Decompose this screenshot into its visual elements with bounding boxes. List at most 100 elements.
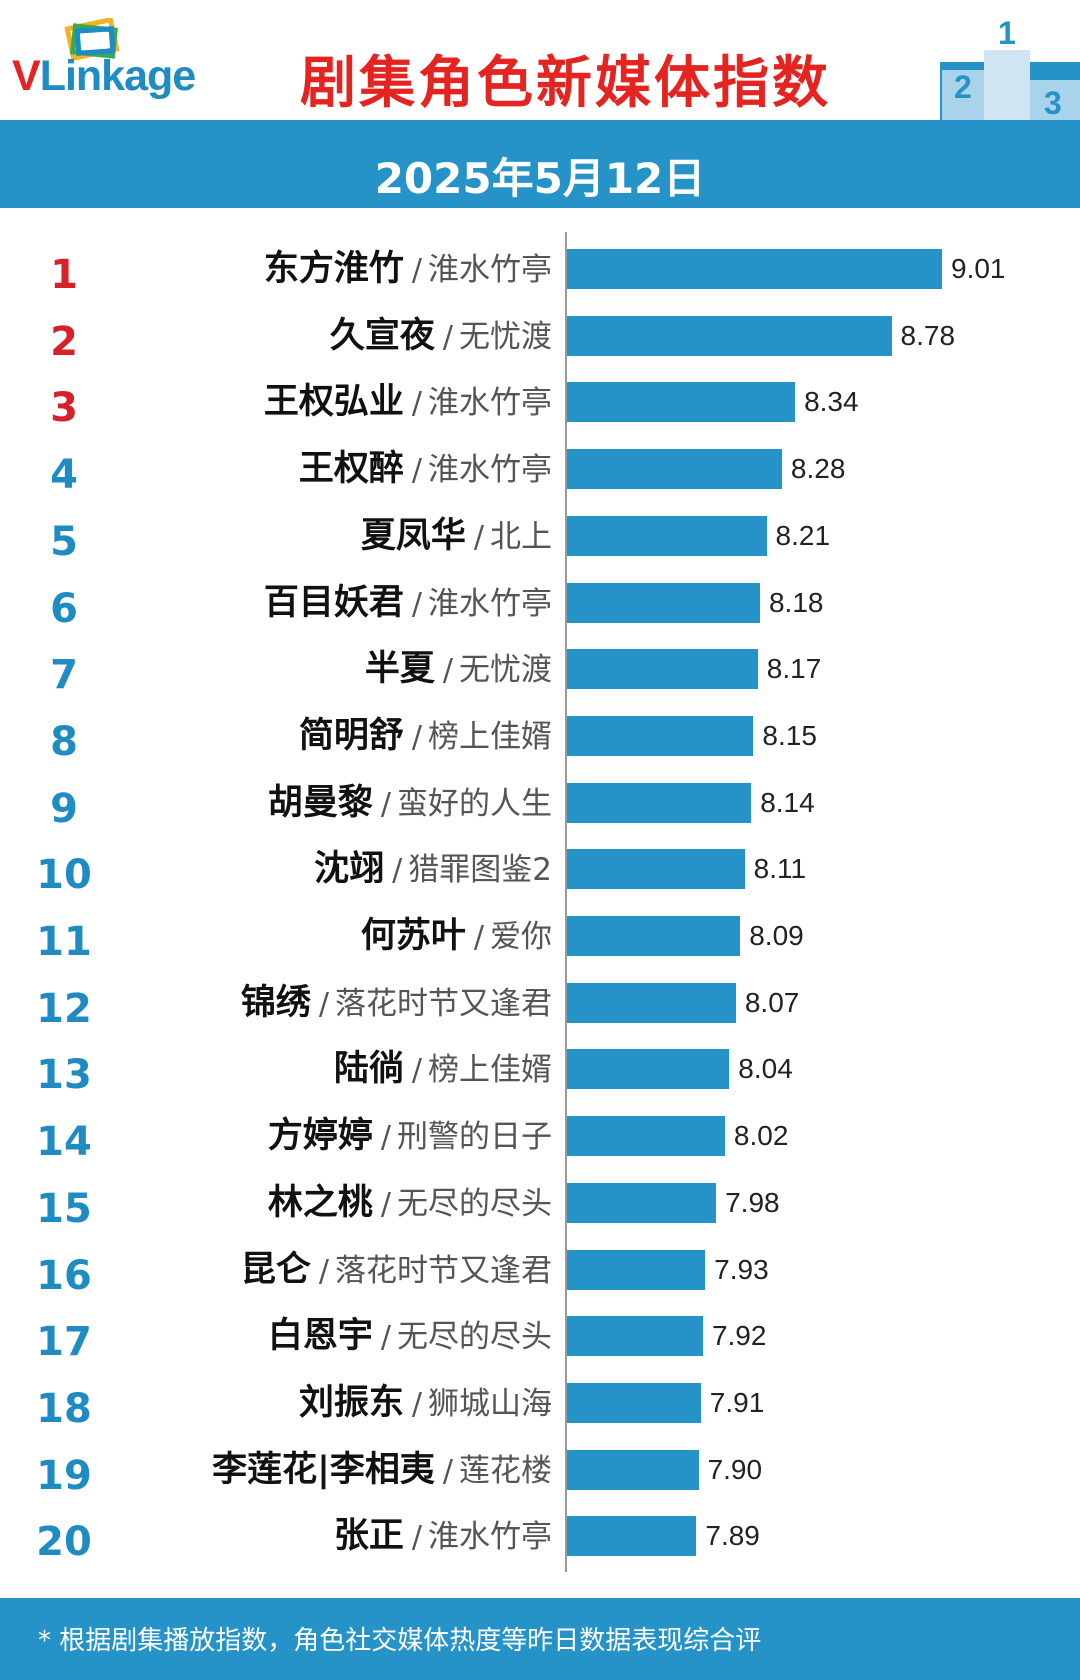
rank-number: 5 [50,518,78,565]
row-label: 王权弘业 / 淮水竹亭 [264,369,552,441]
row-label: 锦绣 / 落花时节又逢君 [241,970,552,1042]
chart-bar [567,1382,701,1423]
character-name: 沈翊 [314,849,385,890]
separator: / [318,986,329,1022]
character-name: 百目妖君 [263,582,404,623]
row-label: 何苏叶 / 爱你 [361,903,552,975]
row-label: 百目妖君 / 淮水竹亭 [264,570,552,642]
ranking-row: 10 沈翊 / 猎罪图鉴2 8.11 [0,836,1080,902]
row-label: 东方淮竹 / 淮水竹亭 [264,236,552,308]
ranking-row: 4 王权醉 / 淮水竹亭 8.28 [0,436,1080,502]
logo-text: VLinkage [12,52,196,101]
chart-bar [567,1116,725,1157]
rank-number: 4 [50,452,78,499]
chart-bar [567,582,760,623]
drama-name: 落花时节又逢君 [335,1252,552,1289]
row-label: 胡曼黎 / 蛮好的人生 [268,770,552,842]
drama-name: 莲花楼 [459,1452,552,1489]
bar-value-label: 8.28 [790,453,846,485]
rank-number: 8 [50,718,78,765]
separator: / [411,586,422,622]
header: VLinkage 剧集角色新媒体指数 2 1 3 [0,0,1080,120]
ranking-row: 20 张正 / 淮水竹亭 7.89 [0,1503,1080,1569]
drama-name: 无尽的尽头 [397,1319,552,1356]
separator: / [411,1386,422,1422]
separator: / [411,1520,422,1556]
drama-name: 爱你 [490,919,552,955]
drama-name: 狮城山海 [428,1385,552,1422]
row-label: 白恩宇 / 无尽的尽头 [268,1303,552,1375]
character-name: 张正 [333,1516,404,1557]
bar-value-label: 8.78 [900,319,956,351]
drama-name: 落花时节又逢君 [335,985,552,1022]
bar-value-label: 7.93 [714,1253,769,1285]
character-name: 白恩宇 [267,1316,373,1357]
chart-bar [567,715,754,756]
bar-value-label: 8.18 [768,586,824,618]
separator: / [380,786,391,822]
rank-number: 7 [50,652,78,699]
character-name: 李莲花|李相夷 [212,1449,435,1490]
drama-name: 蛮好的人生 [397,785,552,822]
separator: / [392,853,403,889]
bar-value-label: 8.02 [733,1120,789,1152]
character-name: 方婷婷 [267,1116,373,1157]
chart-axis-line [565,232,567,1572]
rank-number: 9 [50,785,78,832]
drama-name: 无忧渡 [459,652,552,689]
row-label: 刘振东 / 狮城山海 [299,1370,552,1442]
row-label: 半夏 / 无忧渡 [365,636,552,708]
rank-number: 11 [36,919,92,965]
chart-bar [567,782,752,823]
drama-name: 淮水竹亭 [428,452,552,489]
logo-frame-icon [64,18,120,62]
drama-name: 榜上佳婿 [428,718,552,755]
character-name: 陆徜 [333,1049,404,1090]
rank-number: 12 [36,985,92,1032]
bar-value-label: 7.90 [707,1453,763,1485]
bar-value-label: 9.01 [951,253,1006,284]
chart-bar [567,1316,703,1357]
character-name: 昆仑 [240,1249,311,1290]
rank-number: 2 [50,318,78,365]
ranking-row: 6 百目妖君 / 淮水竹亭 8.18 [0,570,1080,636]
bar-value-label: 8.07 [744,986,800,1018]
separator: / [473,920,484,955]
separator: / [411,386,422,422]
bar-value-label: 8.04 [738,1053,793,1085]
footnote: * 根据剧集播放指数，角色社交媒体热度等昨日数据表现综合评 [38,1626,762,1656]
separator: / [442,1453,453,1489]
rank-number: 17 [36,1319,92,1366]
row-label: 久宣夜 / 无忧渡 [330,303,552,375]
character-name: 林之桃 [267,1182,373,1223]
drama-name: 猎罪图鉴2 [408,852,552,889]
bar-value-label: 8.34 [804,386,859,418]
character-name: 锦绣 [240,982,311,1023]
chart-bar [567,916,741,956]
ranking-row: 7 半夏 / 无忧渡 8.17 [0,636,1080,702]
drama-name: 榜上佳婿 [428,1052,552,1089]
row-label: 方婷婷 / 刑警的日子 [268,1103,552,1175]
ranking-row: 14 方婷婷 / 刑警的日子 8.02 [0,1103,1080,1169]
chart-bar [567,382,796,423]
logo-letter-v: V [12,52,41,100]
drama-name: 淮水竹亭 [428,385,552,422]
bar-value-label: 8.15 [762,719,817,751]
separator: / [411,453,422,489]
ranking-row: 5 夏凤华 / 北上 8.21 [0,503,1080,569]
ranking-row: 13 陆徜 / 榜上佳婿 8.04 [0,1036,1080,1102]
footer-banner [0,1598,1080,1680]
rank-number: 13 [36,1052,92,1099]
chart-bar [567,249,942,289]
chart-bar [567,1516,697,1557]
ranking-row: 9 胡曼黎 / 蛮好的人生 8.14 [0,770,1080,836]
character-name: 刘振东 [298,1382,404,1423]
drama-name: 淮水竹亭 [428,252,552,288]
drama-name: 无尽的尽头 [397,1185,552,1222]
chart-bar [567,1449,699,1490]
row-label: 张正 / 淮水竹亭 [334,1503,552,1575]
ranking-row: 18 刘振东 / 狮城山海 7.91 [0,1370,1080,1436]
chart-bar [567,1049,730,1090]
bar-value-label: 8.21 [775,519,831,551]
rank-number: 16 [36,1252,92,1299]
